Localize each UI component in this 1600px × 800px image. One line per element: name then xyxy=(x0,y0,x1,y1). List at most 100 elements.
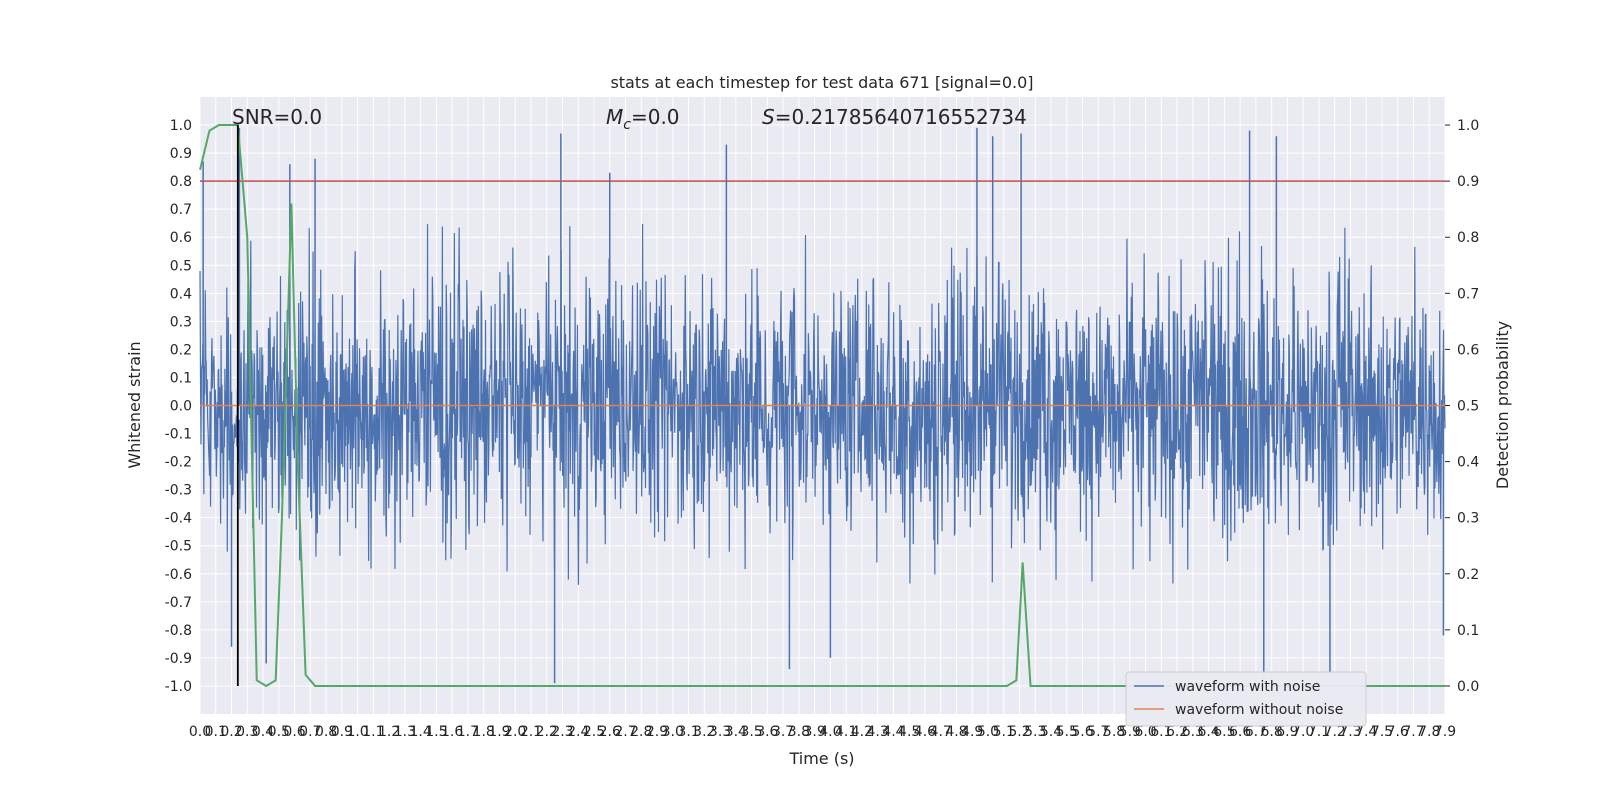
x-tick-label: 0.9 xyxy=(331,724,353,740)
y2-tick-label: 0.9 xyxy=(1457,174,1479,190)
x-tick-label: 1.1 xyxy=(362,724,384,740)
x-tick-label: 5.3 xyxy=(1024,724,1046,740)
x-tick-label: 1.0 xyxy=(346,724,368,740)
x-tick-label: 6.5 xyxy=(1213,724,1235,740)
x-tick-label: 6.3 xyxy=(1182,724,1204,740)
x-tick-label: 1.2 xyxy=(378,724,400,740)
x-tick-label: 3.9 xyxy=(803,724,825,740)
x-tick-label: 3.0 xyxy=(662,724,684,740)
x-tick-label: 1.4 xyxy=(410,724,432,740)
y2-tick-label: 0.8 xyxy=(1457,230,1479,246)
x-tick-label: 6.2 xyxy=(1166,724,1188,740)
x-tick-label: 4.0 xyxy=(819,724,841,740)
x-tick-label: 1.7 xyxy=(457,724,479,740)
x-tick-label: 6.0 xyxy=(1134,724,1156,740)
x-tick-label: 4.9 xyxy=(961,724,983,740)
y2-tick-label: 0.7 xyxy=(1457,286,1479,302)
x-tick-label: 5.1 xyxy=(993,724,1015,740)
y2-tick-labels: 1.0 0.9 0.8 0.7 0.6 0.5 0.4 0.3 0.2 0.1 0.0 xyxy=(1445,118,1479,695)
x-tick-label: 0.7 xyxy=(299,724,321,740)
x-tick-label: 4.1 xyxy=(835,724,857,740)
x-tick-label: 2.0 xyxy=(504,724,526,740)
y2-tick-label: 0.6 xyxy=(1457,342,1479,358)
x-tick-label: 6.9 xyxy=(1276,724,1298,740)
y2-tick-label: 1.0 xyxy=(1457,118,1479,134)
x-tick-label: 0.4 xyxy=(252,724,274,740)
y-tick-label: 0.1 xyxy=(170,370,192,386)
x-tick-label: 4.8 xyxy=(945,724,967,740)
statistic-symbol: S xyxy=(762,105,775,129)
x-tick-label: 2.5 xyxy=(583,724,605,740)
detection-probability-line xyxy=(199,124,1445,688)
x-tick-label: 0.8 xyxy=(315,724,337,740)
y-tick-label: -0.2 xyxy=(165,455,192,471)
x-tick-label: 6.4 xyxy=(1197,724,1219,740)
y-tick-label: 0.4 xyxy=(170,286,192,302)
chirp-mass-value: =0.0 xyxy=(631,105,680,129)
y-tick-label: -0.8 xyxy=(165,623,192,639)
x-tick-label: 5.7 xyxy=(1087,724,1109,740)
statistic-value: =0.21785640716552734 xyxy=(775,105,1027,129)
chirp-mass-annotation: Mc=0.0 xyxy=(606,105,680,133)
overlays xyxy=(199,124,1445,688)
x-tick-label: 5.9 xyxy=(1119,724,1141,740)
x-tick-label: 1.9 xyxy=(488,724,510,740)
x-tick-label: 1.6 xyxy=(441,724,463,740)
legend: waveform with noise waveform without noi… xyxy=(1125,671,1367,727)
y2-axis-label: Detection probability xyxy=(1493,321,1512,489)
x-tick-label: 7.1 xyxy=(1308,724,1330,740)
y2-tick-label: 0.5 xyxy=(1457,399,1479,415)
y-tick-label: 0.3 xyxy=(170,314,192,330)
x-tick-label: 2.6 xyxy=(599,724,621,740)
y-tick-label: 0.5 xyxy=(170,258,192,274)
y-tick-label: -0.4 xyxy=(165,511,192,527)
y-tick-label: -0.9 xyxy=(165,651,192,667)
x-tick-label: 0.2 xyxy=(220,724,242,740)
noise-waveform-line xyxy=(199,223,1446,585)
x-tick-label: 7.5 xyxy=(1371,724,1393,740)
x-tick-label: 5.2 xyxy=(1008,724,1030,740)
x-tick-label: 0.5 xyxy=(268,724,290,740)
y2-tick-label: 0.4 xyxy=(1457,455,1479,471)
x-tick-label: 6.1 xyxy=(1150,724,1172,740)
x-tick-label: 2.7 xyxy=(614,724,636,740)
x-tick-label: 6.8 xyxy=(1261,724,1283,740)
x-tick-label: 2.4 xyxy=(567,724,589,740)
x-tick-label: 7.3 xyxy=(1339,724,1361,740)
legend-label-noise: waveform with noise xyxy=(1175,679,1320,695)
y-tick-label: -1.0 xyxy=(165,679,192,695)
snr-annotation: SNR=0.0 xyxy=(232,105,322,129)
x-tick-labels: 0.00.10.20.30.40.50.60.70.80.91.01.11.21… xyxy=(189,724,1456,740)
chart-title: stats at each timestep for test data 671… xyxy=(610,73,1033,92)
y2-tick-label: 0.1 xyxy=(1457,623,1479,639)
x-tick-label: 3.1 xyxy=(677,724,699,740)
x-tick-label: 2.3 xyxy=(551,724,573,740)
x-tick-label: 5.0 xyxy=(977,724,999,740)
y-tick-label: 1.0 xyxy=(170,118,192,134)
x-tick-label: 7.9 xyxy=(1434,724,1456,740)
x-tick-label: 2.9 xyxy=(646,724,668,740)
x-tick-label: 1.5 xyxy=(425,724,447,740)
y-tick-label: 0.7 xyxy=(170,202,192,218)
x-tick-label: 5.5 xyxy=(1056,724,1078,740)
y2-tick-label: 0.3 xyxy=(1457,511,1479,527)
x-tick-label: 5.4 xyxy=(1040,724,1062,740)
y-tick-label: -0.5 xyxy=(165,539,192,555)
x-tick-label: 5.8 xyxy=(1103,724,1125,740)
y-tick-label: -0.7 xyxy=(165,595,192,611)
y-tick-label: 0.8 xyxy=(170,174,192,190)
chirp-mass-subscript: c xyxy=(623,117,631,133)
x-tick-label: 4.2 xyxy=(851,724,873,740)
x-tick-label: 7.0 xyxy=(1292,724,1314,740)
x-tick-label: 1.3 xyxy=(394,724,416,740)
chirp-mass-symbol: M xyxy=(606,105,623,129)
x-tick-label: 2.1 xyxy=(520,724,542,740)
x-tick-label: 3.4 xyxy=(725,724,747,740)
y-axis-label: Whitened strain xyxy=(125,341,144,468)
legend-label-clean: waveform without noise xyxy=(1175,702,1343,718)
y-tick-label: -0.6 xyxy=(165,567,192,583)
y2-tick-label: 0.0 xyxy=(1457,679,1479,695)
x-tick-label: 6.6 xyxy=(1229,724,1251,740)
y2-tick-label: 0.2 xyxy=(1457,567,1479,583)
